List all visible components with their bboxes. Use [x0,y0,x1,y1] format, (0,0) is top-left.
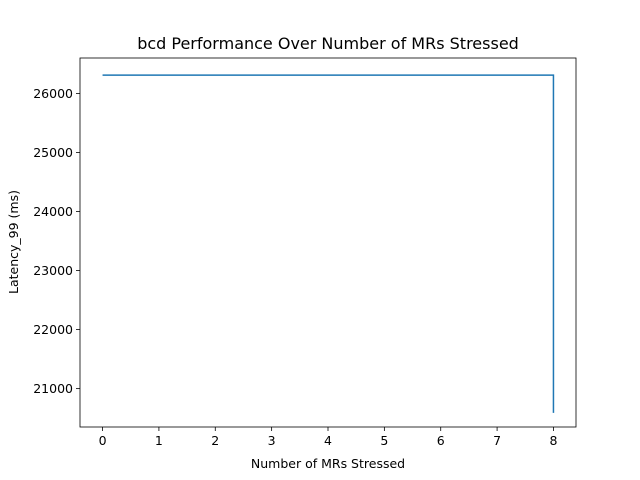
y-tick-label: 21000 [33,381,73,396]
x-tick-label: 5 [380,433,388,448]
chart-title: bcd Performance Over Number of MRs Stres… [137,34,519,53]
x-tick-label: 8 [549,433,557,448]
y-tick-label: 25000 [33,145,73,160]
x-tick-label: 1 [155,433,163,448]
x-tick-label: 6 [437,433,445,448]
x-tick-label: 4 [324,433,332,448]
y-axis-label: Latency_99 (ms) [6,190,21,294]
series-line-0 [102,74,555,413]
y-tick-label: 24000 [33,204,73,219]
y-tick-label: 23000 [33,263,73,278]
x-tick-label: 2 [211,433,219,448]
y-tick-label: 22000 [33,322,73,337]
x-tick-label: 3 [268,433,276,448]
x-tick-label: 7 [493,433,501,448]
x-tick-label: 0 [99,433,107,448]
x-axis-label: Number of MRs Stressed [251,456,405,471]
plot-area: 0 1 2 3 4 5 6 7 8 21000 22000 23000 24000 25000 26000 [33,57,577,448]
y-tick-label: 26000 [33,86,73,101]
